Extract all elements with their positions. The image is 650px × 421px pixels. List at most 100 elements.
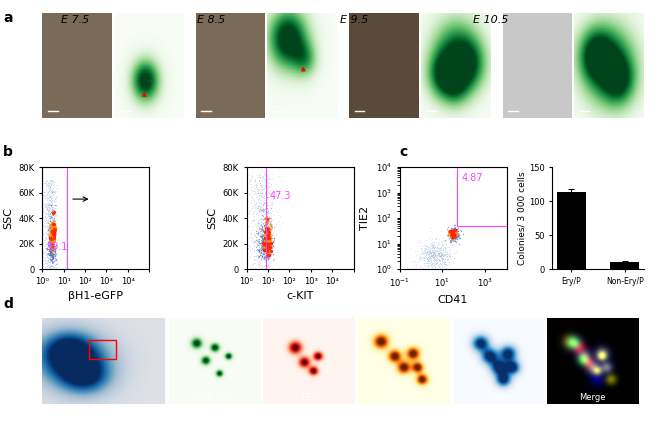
Point [424,250,435,257]
Point [260,243,270,250]
Point [439,251,450,258]
Point [40,193,51,200]
Point [256,249,266,256]
Point [246,199,256,206]
Point [261,245,271,251]
Point [261,212,272,219]
Point [441,264,451,271]
Point [265,184,276,191]
Point [47,177,57,184]
Point [258,232,268,238]
Point [267,201,278,208]
Point [47,204,58,211]
Point [42,247,52,254]
Point [49,237,59,243]
Point [439,261,449,268]
Point [431,257,441,264]
Point [44,225,55,232]
Point [257,212,267,218]
Point [255,183,265,189]
Point [50,198,60,205]
Point [448,229,458,235]
Point [257,252,268,258]
Y-axis label: TIE2: TIE2 [360,206,370,230]
Point [428,254,438,261]
Point [44,200,54,207]
Point [45,246,55,253]
Point [265,233,276,240]
Point [50,195,60,202]
Point [47,233,57,240]
Point [260,238,270,245]
Point [261,192,271,198]
Point [246,180,256,187]
Point [45,218,55,224]
Point [46,246,57,253]
Point [431,253,441,260]
Point [48,263,58,269]
Point [411,261,421,267]
Point [44,182,54,189]
Point [45,236,55,242]
Point [261,221,271,228]
Point [48,225,58,232]
Point [414,254,424,261]
Point [42,201,52,208]
Point [432,248,443,254]
Point [266,248,277,254]
Point [259,246,270,253]
Point [449,232,460,239]
Point [46,240,56,247]
Point [49,202,60,209]
Point [261,228,272,234]
Point [46,232,57,239]
Point [453,229,463,236]
Point [428,261,439,267]
Point [41,203,51,209]
Point [259,245,270,251]
Point [265,187,275,194]
Point [47,221,58,227]
Point [248,211,258,218]
Point [249,241,259,248]
Point [426,256,436,262]
Point [264,183,274,190]
Point [445,227,455,234]
Point [50,188,60,195]
Point [449,230,460,237]
Point [254,253,264,259]
Point [45,245,55,251]
Point [430,249,441,256]
Point [259,247,269,253]
Point [427,269,437,276]
Point [256,216,266,223]
Point [428,243,438,250]
Point [423,254,434,261]
Point [44,225,54,232]
Point [40,209,51,216]
Point [47,232,57,239]
Point [437,259,448,266]
Point [260,181,270,188]
Point [269,224,280,231]
Point [434,249,445,256]
Point [40,255,50,262]
Point [435,249,445,256]
Point [250,182,261,189]
Point [442,225,452,232]
Point [263,254,273,261]
Point [46,242,57,249]
Point [260,245,270,252]
Point [266,250,276,257]
Point [426,249,437,256]
Point [278,218,288,225]
Point [259,231,269,238]
Point [260,177,270,184]
Point [449,229,460,235]
Point [49,214,59,221]
Point [447,231,458,237]
Point [434,259,445,266]
Point [259,225,270,232]
Point [432,257,443,264]
Point [50,230,60,237]
